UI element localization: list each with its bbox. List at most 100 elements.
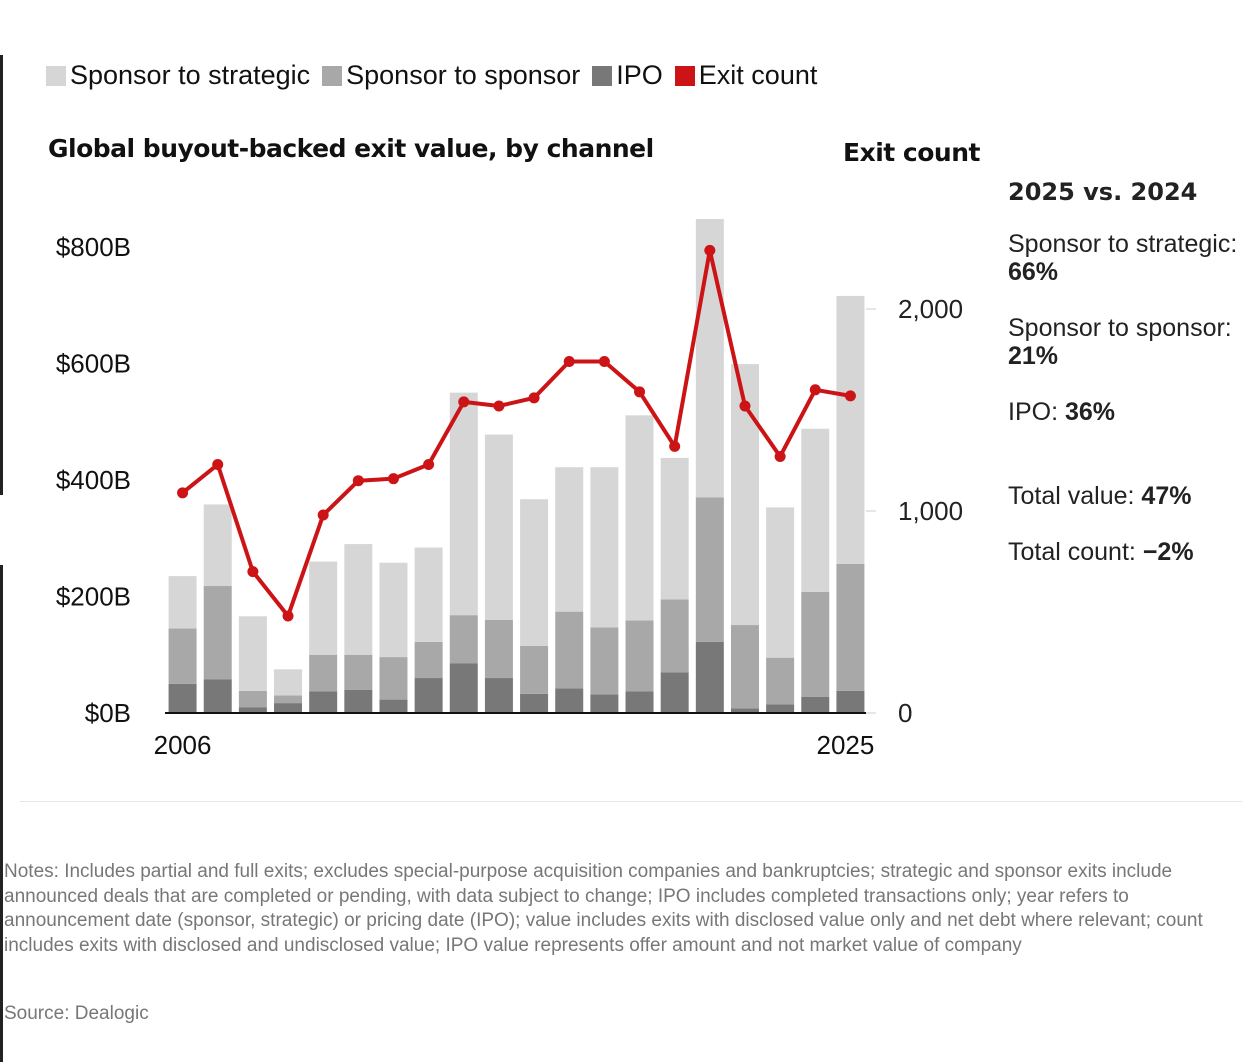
bar-sponsor-to-sponsor bbox=[695, 497, 724, 642]
right-axis-tick-label: 0 bbox=[898, 698, 912, 728]
bar-sponsor-to-strategic bbox=[449, 392, 478, 616]
exit-count-point bbox=[704, 244, 716, 256]
divider bbox=[20, 801, 1242, 802]
bar-sponsor-to-strategic bbox=[660, 457, 689, 600]
legend-item-ipo: IPO bbox=[592, 60, 663, 91]
bar-sponsor-to-sponsor bbox=[625, 620, 654, 692]
chart-notes: Notes: Includes partial and full exits; … bbox=[4, 861, 1203, 956]
bar-ipo bbox=[379, 699, 408, 713]
exit-count-point bbox=[247, 566, 259, 578]
legend-swatch-exit-count bbox=[674, 65, 695, 86]
bar-ipo bbox=[168, 683, 197, 713]
bar-sponsor-to-strategic bbox=[309, 561, 338, 655]
legend-item-sponsor-to-strategic: Sponsor to strategic bbox=[46, 60, 310, 91]
exit-count-point bbox=[387, 473, 399, 485]
left-axis-tick-label: $0B bbox=[85, 698, 131, 728]
exit-count-point bbox=[563, 356, 575, 368]
legend-swatch-ipo bbox=[592, 65, 613, 86]
bar-ipo bbox=[836, 690, 865, 713]
bar-sponsor-to-strategic bbox=[590, 467, 619, 628]
x-axis-tick-label: 2025 bbox=[817, 730, 875, 760]
comparison-ipo: IPO: 36% bbox=[1008, 398, 1243, 426]
bar-ipo bbox=[730, 708, 759, 713]
bar-sponsor-to-sponsor bbox=[203, 586, 232, 680]
legend-label-ipo: IPO bbox=[616, 60, 663, 90]
comparison-value: 36% bbox=[1064, 398, 1116, 426]
bar-sponsor-to-sponsor bbox=[379, 657, 408, 700]
comparison-label: Sponsor to sponsor: bbox=[1008, 314, 1232, 342]
bar-ipo bbox=[801, 696, 830, 713]
bar-ipo bbox=[309, 691, 338, 713]
bar-sponsor-to-strategic bbox=[555, 467, 584, 612]
bar-ipo bbox=[274, 703, 303, 713]
legend-label-exit-count: Exit count bbox=[698, 60, 818, 90]
bar-ipo bbox=[344, 689, 373, 713]
bar-ipo bbox=[555, 688, 584, 713]
bar-ipo bbox=[449, 663, 478, 713]
bar-sponsor-to-strategic bbox=[484, 434, 513, 620]
bar-sponsor-to-strategic bbox=[520, 499, 549, 647]
exit-count-point bbox=[177, 487, 189, 499]
exit-count-point bbox=[739, 400, 751, 412]
bar-ipo bbox=[766, 704, 795, 713]
bar-ipo bbox=[695, 641, 724, 713]
legend-label-sponsor-to-sponsor: Sponsor to sponsor bbox=[346, 60, 581, 90]
exit-count-point bbox=[669, 440, 681, 452]
left-axis-tick-label: $800B bbox=[56, 232, 131, 262]
exit-count-point bbox=[458, 396, 470, 408]
comparison-value: −2% bbox=[1142, 538, 1194, 566]
comparison-sponsor-to-sponsor: Sponsor to sponsor: 21% bbox=[1008, 314, 1243, 370]
bar-sponsor-to-strategic bbox=[836, 295, 865, 564]
comparison-total-value: Total value: 47% bbox=[1008, 482, 1243, 510]
bar-sponsor-to-sponsor bbox=[555, 611, 584, 689]
bar-ipo bbox=[414, 678, 443, 713]
exit-count-point bbox=[634, 386, 646, 398]
comparison-total-count: Total count: −2% bbox=[1008, 538, 1243, 566]
exit-value-chart: $0B $200B $400B $600B $800B 0 1,000 2,000 2006 20… bbox=[56, 219, 963, 760]
bar-sponsor-to-sponsor bbox=[309, 654, 338, 692]
left-edge-bar bbox=[0, 55, 3, 495]
bar-sponsor-to-strategic bbox=[203, 504, 232, 587]
bar-sponsor-to-sponsor bbox=[238, 690, 267, 708]
comparison-panel: 2025 vs. 2024 Sponsor to strategic: 66% … bbox=[1008, 178, 1243, 594]
comparison-label: Total value: bbox=[1008, 482, 1135, 510]
comparison-sponsor-to-strategic: Sponsor to strategic: 66% bbox=[1008, 230, 1243, 286]
bar-sponsor-to-strategic bbox=[238, 616, 267, 691]
left-edge-bar-lower bbox=[0, 565, 3, 1062]
x-axis-tick-label: 2006 bbox=[154, 730, 212, 760]
bar-sponsor-to-strategic bbox=[274, 669, 303, 696]
legend-item-sponsor-to-sponsor: Sponsor to sponsor bbox=[322, 60, 580, 91]
chart-legend: Sponsor to strategic Sponsor to sponsor … bbox=[46, 60, 829, 91]
chart-source: Source: Dealogic bbox=[4, 1003, 149, 1024]
bar-sponsor-to-sponsor bbox=[484, 619, 513, 679]
bar-ipo bbox=[238, 707, 267, 713]
exit-count-point bbox=[282, 610, 294, 622]
legend-swatch-sponsor-to-strategic bbox=[46, 65, 66, 86]
bar-sponsor-to-strategic bbox=[379, 562, 408, 658]
bar-sponsor-to-strategic bbox=[695, 219, 724, 498]
bar-sponsor-to-sponsor bbox=[730, 625, 759, 709]
bar-sponsor-to-sponsor bbox=[414, 641, 443, 679]
chart-title: Global buyout-backed exit value, by chan… bbox=[48, 134, 654, 163]
bar-ipo bbox=[625, 691, 654, 713]
exit-count-point bbox=[844, 390, 856, 402]
left-axis-tick-label: $600B bbox=[56, 349, 131, 379]
bar-ipo bbox=[203, 679, 232, 713]
bar-ipo bbox=[520, 693, 549, 713]
bar-sponsor-to-strategic bbox=[414, 547, 443, 642]
bar-sponsor-to-sponsor bbox=[801, 591, 830, 697]
bar-sponsor-to-sponsor bbox=[766, 657, 795, 705]
bar-sponsor-to-strategic bbox=[625, 415, 654, 621]
bar-sponsor-to-sponsor bbox=[660, 599, 689, 673]
bar-sponsor-to-sponsor bbox=[590, 627, 619, 695]
bar-sponsor-to-sponsor bbox=[168, 628, 197, 684]
exit-count-point bbox=[317, 509, 329, 521]
bar-sponsor-to-sponsor bbox=[449, 615, 478, 664]
bar-ipo bbox=[484, 678, 513, 713]
comparison-value: 66% bbox=[1008, 258, 1059, 286]
exit-count-point bbox=[528, 392, 540, 404]
bar-sponsor-to-sponsor bbox=[836, 563, 865, 691]
comparison-value: 47% bbox=[1141, 482, 1192, 510]
bar-sponsor-to-strategic bbox=[168, 576, 197, 629]
comparison-heading: 2025 vs. 2024 bbox=[1008, 178, 1198, 206]
